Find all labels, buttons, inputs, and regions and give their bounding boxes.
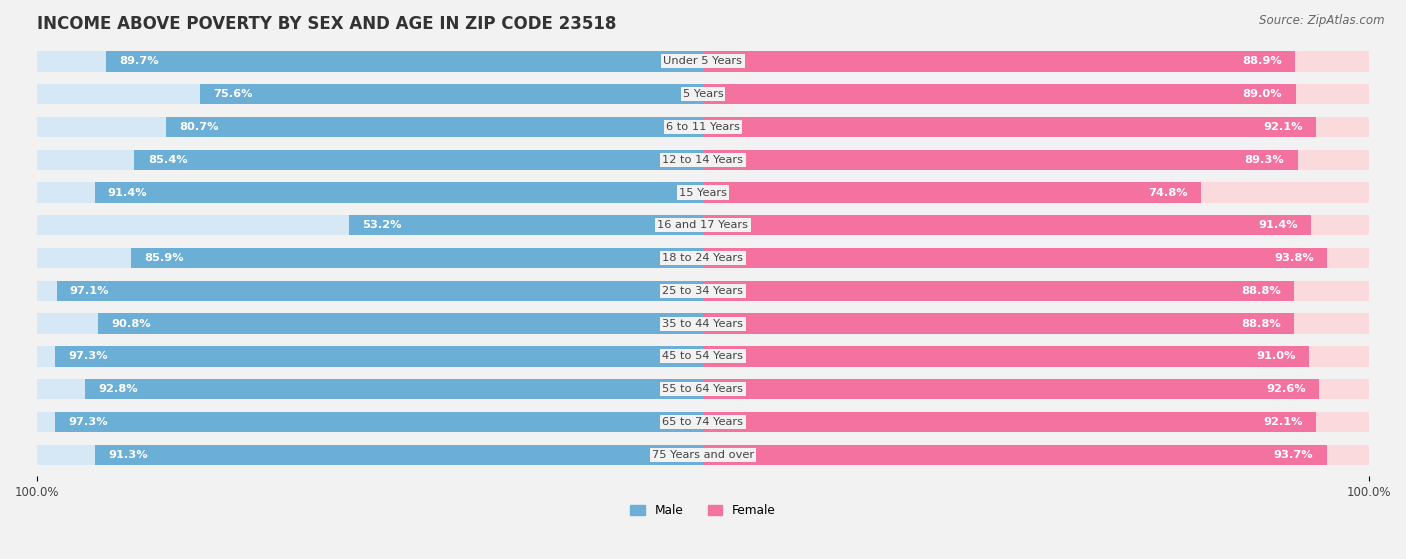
Text: 80.7%: 80.7% xyxy=(179,122,218,132)
Bar xyxy=(703,444,1327,465)
Text: 45 to 54 Years: 45 to 54 Years xyxy=(662,352,744,362)
Bar xyxy=(37,346,703,367)
Bar xyxy=(703,248,1369,268)
Bar xyxy=(135,150,703,170)
Bar xyxy=(703,346,1369,367)
Text: 88.9%: 88.9% xyxy=(1241,56,1281,67)
Text: 6 to 11 Years: 6 to 11 Years xyxy=(666,122,740,132)
Text: 25 to 34 Years: 25 to 34 Years xyxy=(662,286,744,296)
Bar xyxy=(703,215,1369,235)
Bar xyxy=(703,182,1369,203)
Bar xyxy=(703,346,1309,367)
Text: 16 and 17 Years: 16 and 17 Years xyxy=(658,220,748,230)
Text: 75 Years and over: 75 Years and over xyxy=(652,450,754,459)
Text: 91.3%: 91.3% xyxy=(108,450,148,459)
Text: 97.3%: 97.3% xyxy=(69,352,108,362)
Text: 89.0%: 89.0% xyxy=(1243,89,1282,99)
Bar xyxy=(703,314,1294,334)
Bar xyxy=(703,379,1319,399)
Bar xyxy=(703,84,1295,105)
Bar xyxy=(37,84,703,105)
Bar xyxy=(37,379,703,399)
Text: 93.7%: 93.7% xyxy=(1274,450,1313,459)
Bar xyxy=(703,281,1294,301)
Bar xyxy=(55,412,703,432)
Bar xyxy=(94,182,703,203)
Bar xyxy=(200,84,703,105)
Bar xyxy=(703,117,1316,137)
Bar xyxy=(703,412,1369,432)
Text: 92.8%: 92.8% xyxy=(98,384,138,394)
Bar xyxy=(703,150,1369,170)
Bar xyxy=(37,248,703,268)
Text: Under 5 Years: Under 5 Years xyxy=(664,56,742,67)
Bar xyxy=(86,379,703,399)
Bar xyxy=(703,51,1295,72)
Bar xyxy=(703,379,1369,399)
Bar xyxy=(55,346,703,367)
Text: 85.9%: 85.9% xyxy=(145,253,184,263)
Bar xyxy=(703,215,1312,235)
Text: 88.8%: 88.8% xyxy=(1241,286,1281,296)
Bar xyxy=(37,314,703,334)
Bar xyxy=(37,150,703,170)
Text: 5 Years: 5 Years xyxy=(683,89,723,99)
Text: 53.2%: 53.2% xyxy=(363,220,402,230)
Bar xyxy=(56,281,703,301)
Text: 65 to 74 Years: 65 to 74 Years xyxy=(662,417,744,427)
Bar xyxy=(37,117,703,137)
Bar xyxy=(105,51,703,72)
Bar xyxy=(703,248,1327,268)
Bar xyxy=(37,182,703,203)
Bar xyxy=(96,444,703,465)
Text: 90.8%: 90.8% xyxy=(112,319,152,329)
Text: Source: ZipAtlas.com: Source: ZipAtlas.com xyxy=(1260,14,1385,27)
Text: 88.8%: 88.8% xyxy=(1241,319,1281,329)
Bar xyxy=(37,281,703,301)
Text: 91.4%: 91.4% xyxy=(108,187,148,197)
Text: 75.6%: 75.6% xyxy=(212,89,253,99)
Text: 93.8%: 93.8% xyxy=(1274,253,1315,263)
Bar xyxy=(37,215,703,235)
Bar xyxy=(703,314,1369,334)
Text: 92.1%: 92.1% xyxy=(1264,122,1303,132)
Text: 18 to 24 Years: 18 to 24 Years xyxy=(662,253,744,263)
Text: 92.1%: 92.1% xyxy=(1264,417,1303,427)
Text: 92.6%: 92.6% xyxy=(1267,384,1306,394)
Text: 91.4%: 91.4% xyxy=(1258,220,1298,230)
Bar xyxy=(131,248,703,268)
Text: 85.4%: 85.4% xyxy=(148,155,187,165)
Bar xyxy=(166,117,703,137)
Text: 74.8%: 74.8% xyxy=(1149,187,1188,197)
Bar xyxy=(703,150,1298,170)
Bar xyxy=(703,117,1369,137)
Bar xyxy=(703,281,1369,301)
Text: 35 to 44 Years: 35 to 44 Years xyxy=(662,319,744,329)
Text: 97.1%: 97.1% xyxy=(70,286,110,296)
Text: 55 to 64 Years: 55 to 64 Years xyxy=(662,384,744,394)
Bar xyxy=(37,412,703,432)
Bar xyxy=(349,215,703,235)
Bar xyxy=(703,51,1369,72)
Text: 89.7%: 89.7% xyxy=(120,56,159,67)
Text: 91.0%: 91.0% xyxy=(1256,352,1295,362)
Bar xyxy=(703,412,1316,432)
Text: 15 Years: 15 Years xyxy=(679,187,727,197)
Legend: Male, Female: Male, Female xyxy=(626,500,780,522)
Bar xyxy=(703,444,1369,465)
Text: INCOME ABOVE POVERTY BY SEX AND AGE IN ZIP CODE 23518: INCOME ABOVE POVERTY BY SEX AND AGE IN Z… xyxy=(37,15,617,33)
Text: 12 to 14 Years: 12 to 14 Years xyxy=(662,155,744,165)
Text: 97.3%: 97.3% xyxy=(69,417,108,427)
Bar xyxy=(98,314,703,334)
Bar xyxy=(37,444,703,465)
Bar xyxy=(703,84,1369,105)
Text: 89.3%: 89.3% xyxy=(1244,155,1284,165)
Bar xyxy=(37,51,703,72)
Bar xyxy=(703,182,1201,203)
